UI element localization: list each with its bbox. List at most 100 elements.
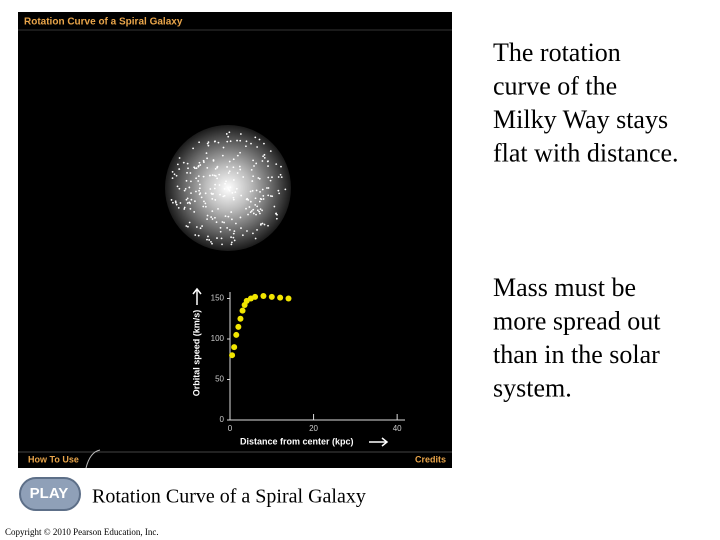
star: [221, 221, 224, 223]
star: [183, 189, 186, 192]
slide-text: The rotation curve of the Milky Way stays f…: [493, 38, 679, 403]
star: [216, 165, 219, 168]
paragraph-line: Milky Way stays: [493, 105, 668, 134]
star: [231, 191, 234, 194]
paragraph-line: than in the solar: [493, 340, 660, 369]
star: [255, 162, 258, 165]
star: [205, 152, 208, 155]
how-to-use[interactable]: How To Use: [28, 454, 79, 464]
star: [263, 153, 266, 156]
y-tick-label: 50: [215, 375, 224, 384]
star: [170, 199, 173, 201]
star: [176, 185, 179, 188]
star: [239, 133, 242, 135]
star: [218, 184, 221, 186]
star: [214, 216, 216, 219]
star: [245, 140, 248, 143]
star: [247, 213, 249, 216]
star: [206, 157, 209, 160]
star: [255, 213, 257, 216]
star: [267, 224, 269, 227]
star: [224, 215, 227, 218]
star: [200, 196, 203, 199]
star: [190, 180, 192, 183]
star: [267, 165, 269, 167]
star: [210, 216, 213, 218]
star: [226, 140, 229, 143]
star: [259, 212, 261, 215]
star: [232, 166, 235, 169]
star: [174, 200, 177, 203]
star: [267, 176, 270, 179]
star: [176, 163, 179, 166]
star: [171, 201, 174, 204]
star: [256, 146, 259, 148]
star: [230, 218, 233, 221]
credits[interactable]: Credits: [415, 454, 446, 464]
star: [219, 230, 222, 233]
star: [261, 209, 263, 212]
star: [211, 198, 214, 200]
star: [250, 210, 253, 212]
star: [245, 145, 247, 148]
star: [208, 174, 211, 177]
star: [263, 223, 266, 226]
star: [201, 225, 203, 227]
data-point: [233, 331, 240, 338]
star: [261, 188, 264, 191]
star: [183, 206, 186, 209]
star: [223, 188, 226, 190]
star: [190, 192, 192, 195]
star: [229, 228, 231, 231]
star: [236, 139, 238, 142]
star: [198, 187, 201, 190]
star: [258, 138, 261, 141]
star: [223, 221, 225, 224]
star: [198, 183, 201, 186]
star: [259, 208, 262, 210]
star: [179, 202, 182, 204]
star: [194, 200, 196, 203]
y-tick-label: 150: [211, 294, 225, 303]
star: [217, 141, 220, 144]
star: [187, 167, 189, 170]
star: [252, 212, 255, 215]
star: [271, 176, 273, 179]
star: [239, 168, 242, 171]
play-label[interactable]: PLAY: [30, 485, 69, 502]
star: [266, 187, 268, 189]
star: [214, 183, 217, 186]
star: [197, 175, 200, 178]
star: [250, 142, 252, 145]
star: [225, 180, 227, 183]
star: [212, 159, 215, 161]
star: [277, 176, 280, 178]
star: [189, 172, 192, 174]
star: [245, 207, 247, 210]
star: [186, 171, 188, 174]
star: [186, 197, 189, 200]
star: [230, 243, 233, 246]
star: [232, 198, 235, 201]
galaxy: [165, 125, 291, 251]
paragraph-line: curve of the: [493, 71, 617, 100]
star: [249, 200, 252, 203]
star: [262, 195, 265, 197]
star: [239, 151, 241, 154]
star: [195, 190, 197, 193]
star: [228, 170, 231, 173]
star: [234, 191, 237, 194]
star: [219, 193, 221, 196]
star: [186, 202, 189, 204]
y-axis-label: Orbital speed (km/s): [191, 310, 201, 397]
star: [194, 234, 197, 236]
y-tick-label: 100: [211, 334, 225, 343]
play-button[interactable]: [19, 477, 81, 511]
star: [207, 144, 210, 147]
star: [189, 208, 192, 210]
star: [256, 229, 258, 231]
data-point: [285, 295, 292, 302]
x-axis-label: Distance from center (kpc): [240, 436, 354, 446]
paragraph-line: Mass must be: [493, 273, 636, 302]
